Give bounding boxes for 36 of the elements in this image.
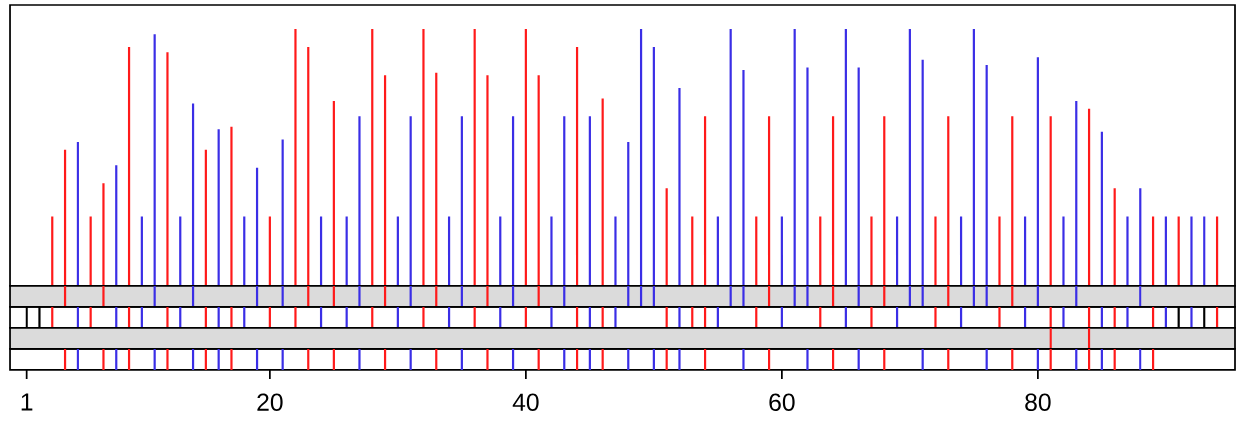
bar	[934, 216, 937, 286]
bar	[575, 46, 579, 286]
x-tick-label: 1	[21, 393, 33, 411]
bar	[473, 28, 476, 286]
bar	[588, 116, 591, 286]
bar	[294, 28, 297, 286]
bar	[870, 216, 873, 286]
x-tick-label: 80	[1025, 393, 1051, 411]
bar	[1190, 216, 1193, 286]
bar	[204, 149, 207, 286]
x-tick-label: 40	[512, 393, 539, 411]
bar	[1100, 131, 1103, 286]
bar	[1113, 188, 1116, 286]
bar	[422, 28, 425, 286]
bar	[1062, 216, 1065, 286]
x-tick-label: 60	[769, 393, 795, 411]
bar	[703, 116, 707, 286]
bar	[601, 98, 604, 286]
bar	[1049, 116, 1052, 286]
bar	[524, 28, 527, 286]
bar	[678, 88, 681, 286]
bar	[844, 28, 847, 286]
x-tick-label: 20	[257, 393, 283, 411]
bar	[371, 28, 374, 286]
bar	[127, 46, 131, 286]
bar	[1087, 108, 1091, 286]
bar	[1126, 216, 1129, 286]
bar	[230, 126, 233, 286]
bar	[115, 165, 118, 286]
bar	[665, 188, 668, 286]
bar	[550, 216, 553, 286]
bar	[76, 142, 79, 286]
bar	[217, 129, 220, 286]
bar	[998, 216, 1001, 286]
bar	[614, 216, 617, 286]
bar	[166, 52, 169, 286]
